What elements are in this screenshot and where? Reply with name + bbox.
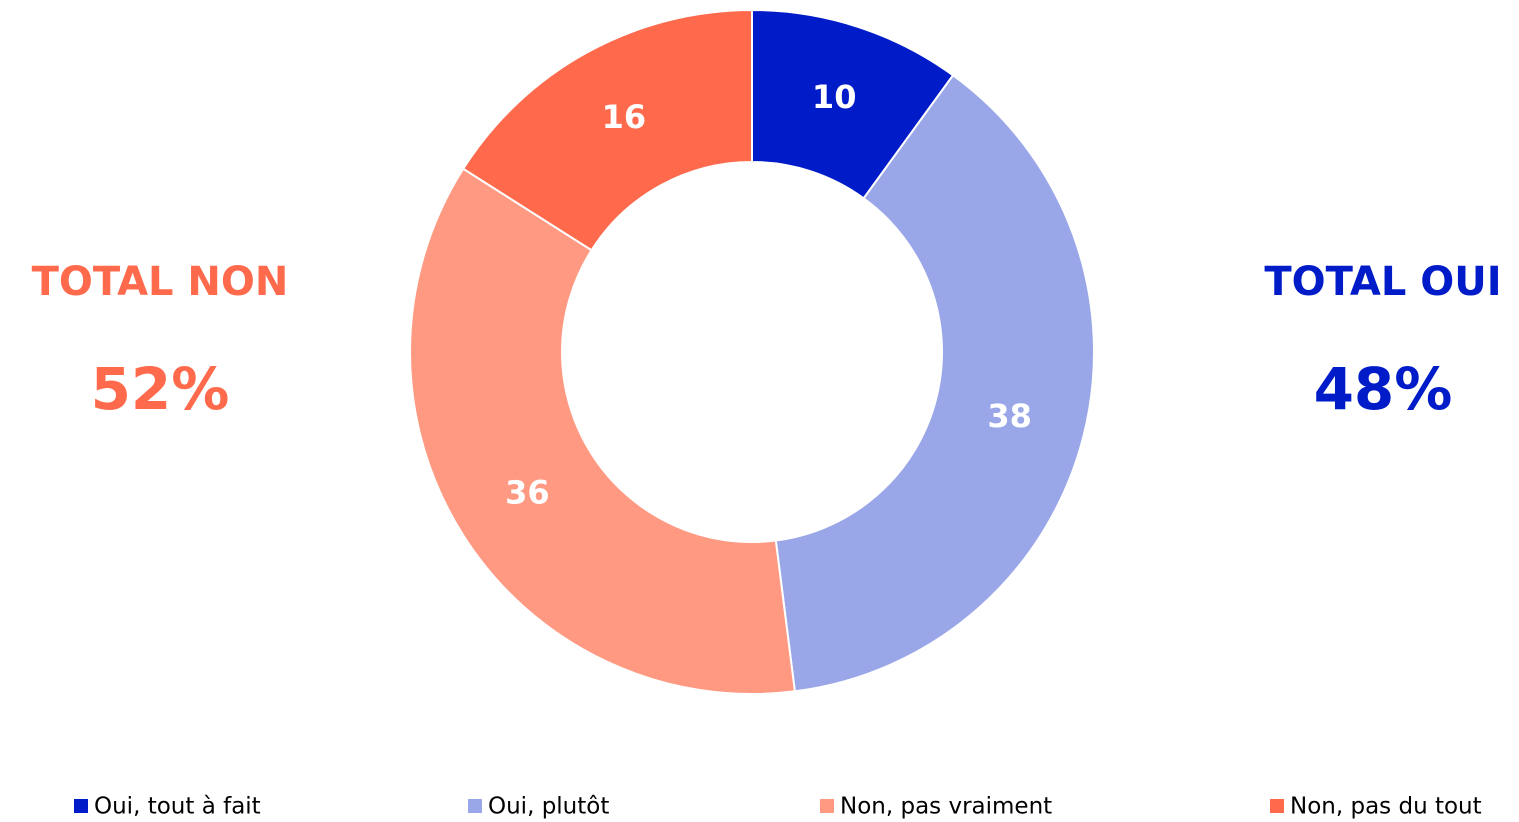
donut-slice (461, 8, 753, 252)
data-label: 38 (987, 397, 1032, 435)
legend-label: Oui, tout à fait (94, 794, 261, 820)
annotation-value: 48% (1314, 355, 1453, 423)
annotation-value: 52% (91, 355, 230, 423)
legend-label: Non, pas vraiment (840, 794, 1052, 820)
data-label: 36 (505, 474, 550, 512)
legend-swatch (1270, 799, 1284, 813)
legend-swatch (820, 799, 834, 813)
legend-swatch (74, 799, 88, 813)
annotation-title: TOTAL OUI (1264, 259, 1501, 305)
donut-slice (409, 167, 796, 695)
legend-label: Oui, plutôt (488, 794, 609, 820)
legend-swatch (468, 799, 482, 813)
donut-slice (774, 73, 1095, 693)
annotation-title: TOTAL NON (32, 259, 289, 305)
data-label: 16 (602, 98, 647, 136)
data-label: 10 (812, 78, 857, 116)
legend-label: Non, pas du tout (1290, 794, 1482, 820)
